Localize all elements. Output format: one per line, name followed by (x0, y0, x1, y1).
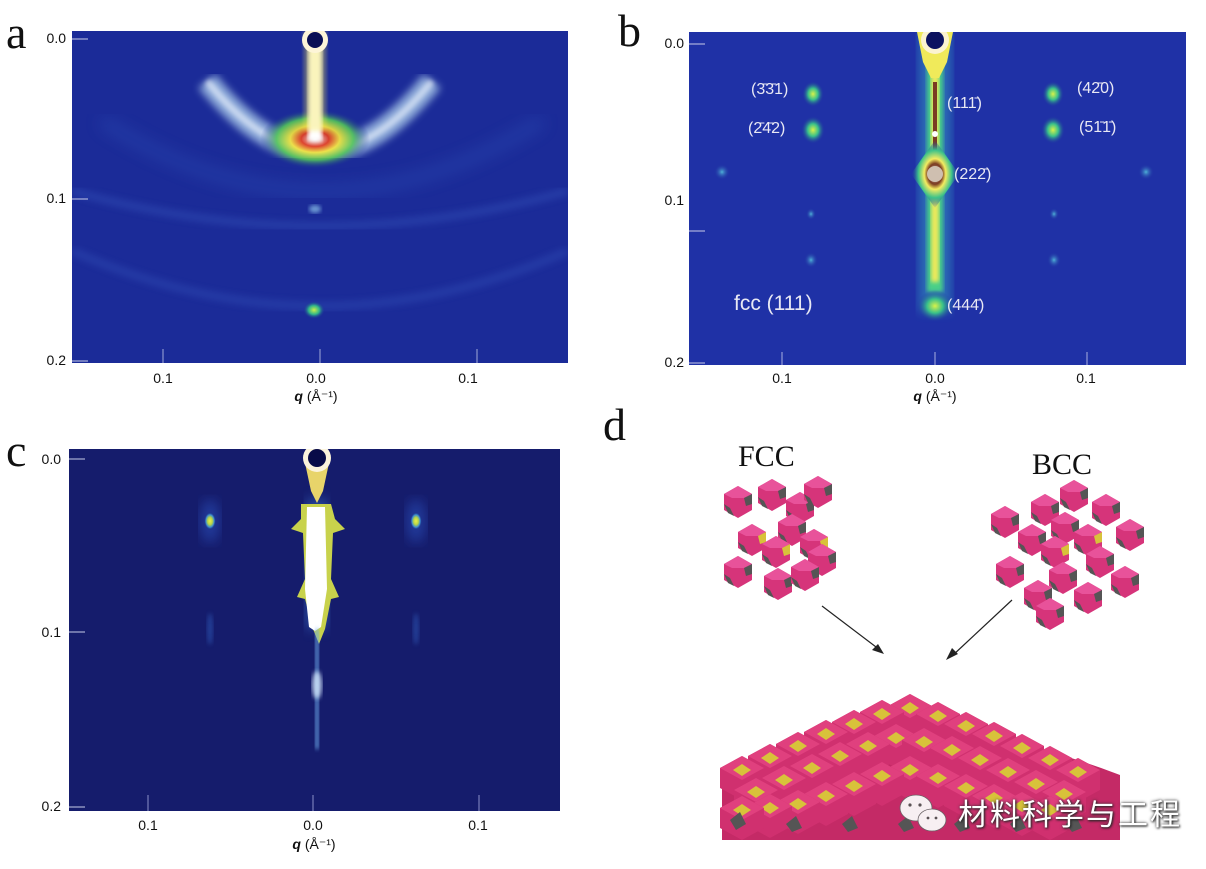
panel-a-ytick-1: 0.1 (46, 190, 66, 206)
panel-c-ytick-1: 0.1 (41, 624, 61, 640)
panel-c-pattern (69, 449, 560, 811)
panel-c-xtick-right: 0.1 (468, 817, 488, 833)
panel-b-ytick-2: 0.2 (664, 354, 684, 370)
panel-b-xtick-center: 0.0 (925, 370, 945, 386)
fcc-111-annotation: fcc (111) (734, 292, 813, 315)
xlabel-unit: (Å⁻¹) (306, 388, 338, 404)
panel-letter-b: b (618, 5, 641, 56)
xlabel-unit: (Å⁻¹) (925, 388, 957, 404)
reflection-label-444: (444̄) (947, 297, 985, 314)
panel-a-xlabel: q (Å⁻¹) (256, 388, 376, 405)
reflection-label-511: (51̄1̄) (1079, 119, 1117, 136)
panel-letter-c: c (6, 425, 27, 476)
reflection-label-111: (111̄) (947, 95, 982, 112)
panel-b-ytick-0: 0.0 (664, 35, 684, 51)
fcc-cluster (724, 476, 836, 600)
panel-c-xlabel: q (Å⁻¹) (254, 836, 374, 853)
arrow-bcc-to-film (946, 599, 1013, 660)
reflection-label-420: (42̄0) (1077, 80, 1115, 97)
wechat-logo-icon (899, 794, 947, 832)
panel-a-xtick-right: 0.1 (458, 370, 478, 386)
panel-c-ytick-2: 0.2 (41, 798, 61, 814)
panel-c-xtick-left: 0.1 (138, 817, 158, 833)
panel-a-pattern (72, 31, 568, 363)
panel-b-xlabel: q (Å⁻¹) (875, 388, 995, 405)
xlabel-symbol: q (294, 388, 303, 404)
xlabel-symbol: q (913, 388, 922, 404)
xlabel-unit: (Å⁻¹) (304, 836, 336, 852)
panel-a-xtick-center: 0.0 (306, 370, 326, 386)
bcc-label: BCC (1032, 448, 1093, 481)
panel-b-xtick-right: 0.1 (1076, 370, 1096, 386)
panel-b-pattern: (3̄3̄1) (2̄4̄2) (111̄) (222̄) (444̄) (42… (689, 32, 1186, 365)
panel-c-xtick-center: 0.0 (303, 817, 323, 833)
arrow-fcc-to-film (821, 605, 884, 654)
fcc-label: FCC (738, 440, 795, 473)
crystal-diagram (600, 400, 1206, 864)
panel-letter-a: a (6, 7, 27, 58)
xlabel-symbol: q (292, 836, 301, 852)
panel-letter-d: d (603, 399, 626, 450)
panel-a-ytick-2: 0.2 (46, 352, 66, 368)
watermark-text: 材料科学与工程 (958, 799, 1182, 832)
bcc-cluster (991, 480, 1144, 630)
panel-a-ytick-0: 0.0 (46, 30, 66, 46)
reflection-label-331: (3̄3̄1) (751, 81, 789, 98)
panel-a-xtick-left: 0.1 (153, 370, 173, 386)
panel-c-ytick-0: 0.0 (41, 451, 61, 467)
panel-b-xtick-left: 0.1 (772, 370, 792, 386)
panel-b-ytick-1: 0.1 (664, 192, 684, 208)
reflection-label-222: (222̄) (954, 166, 992, 183)
superlattice-film (720, 694, 1120, 840)
reflection-label-242: (2̄4̄2) (748, 120, 786, 137)
